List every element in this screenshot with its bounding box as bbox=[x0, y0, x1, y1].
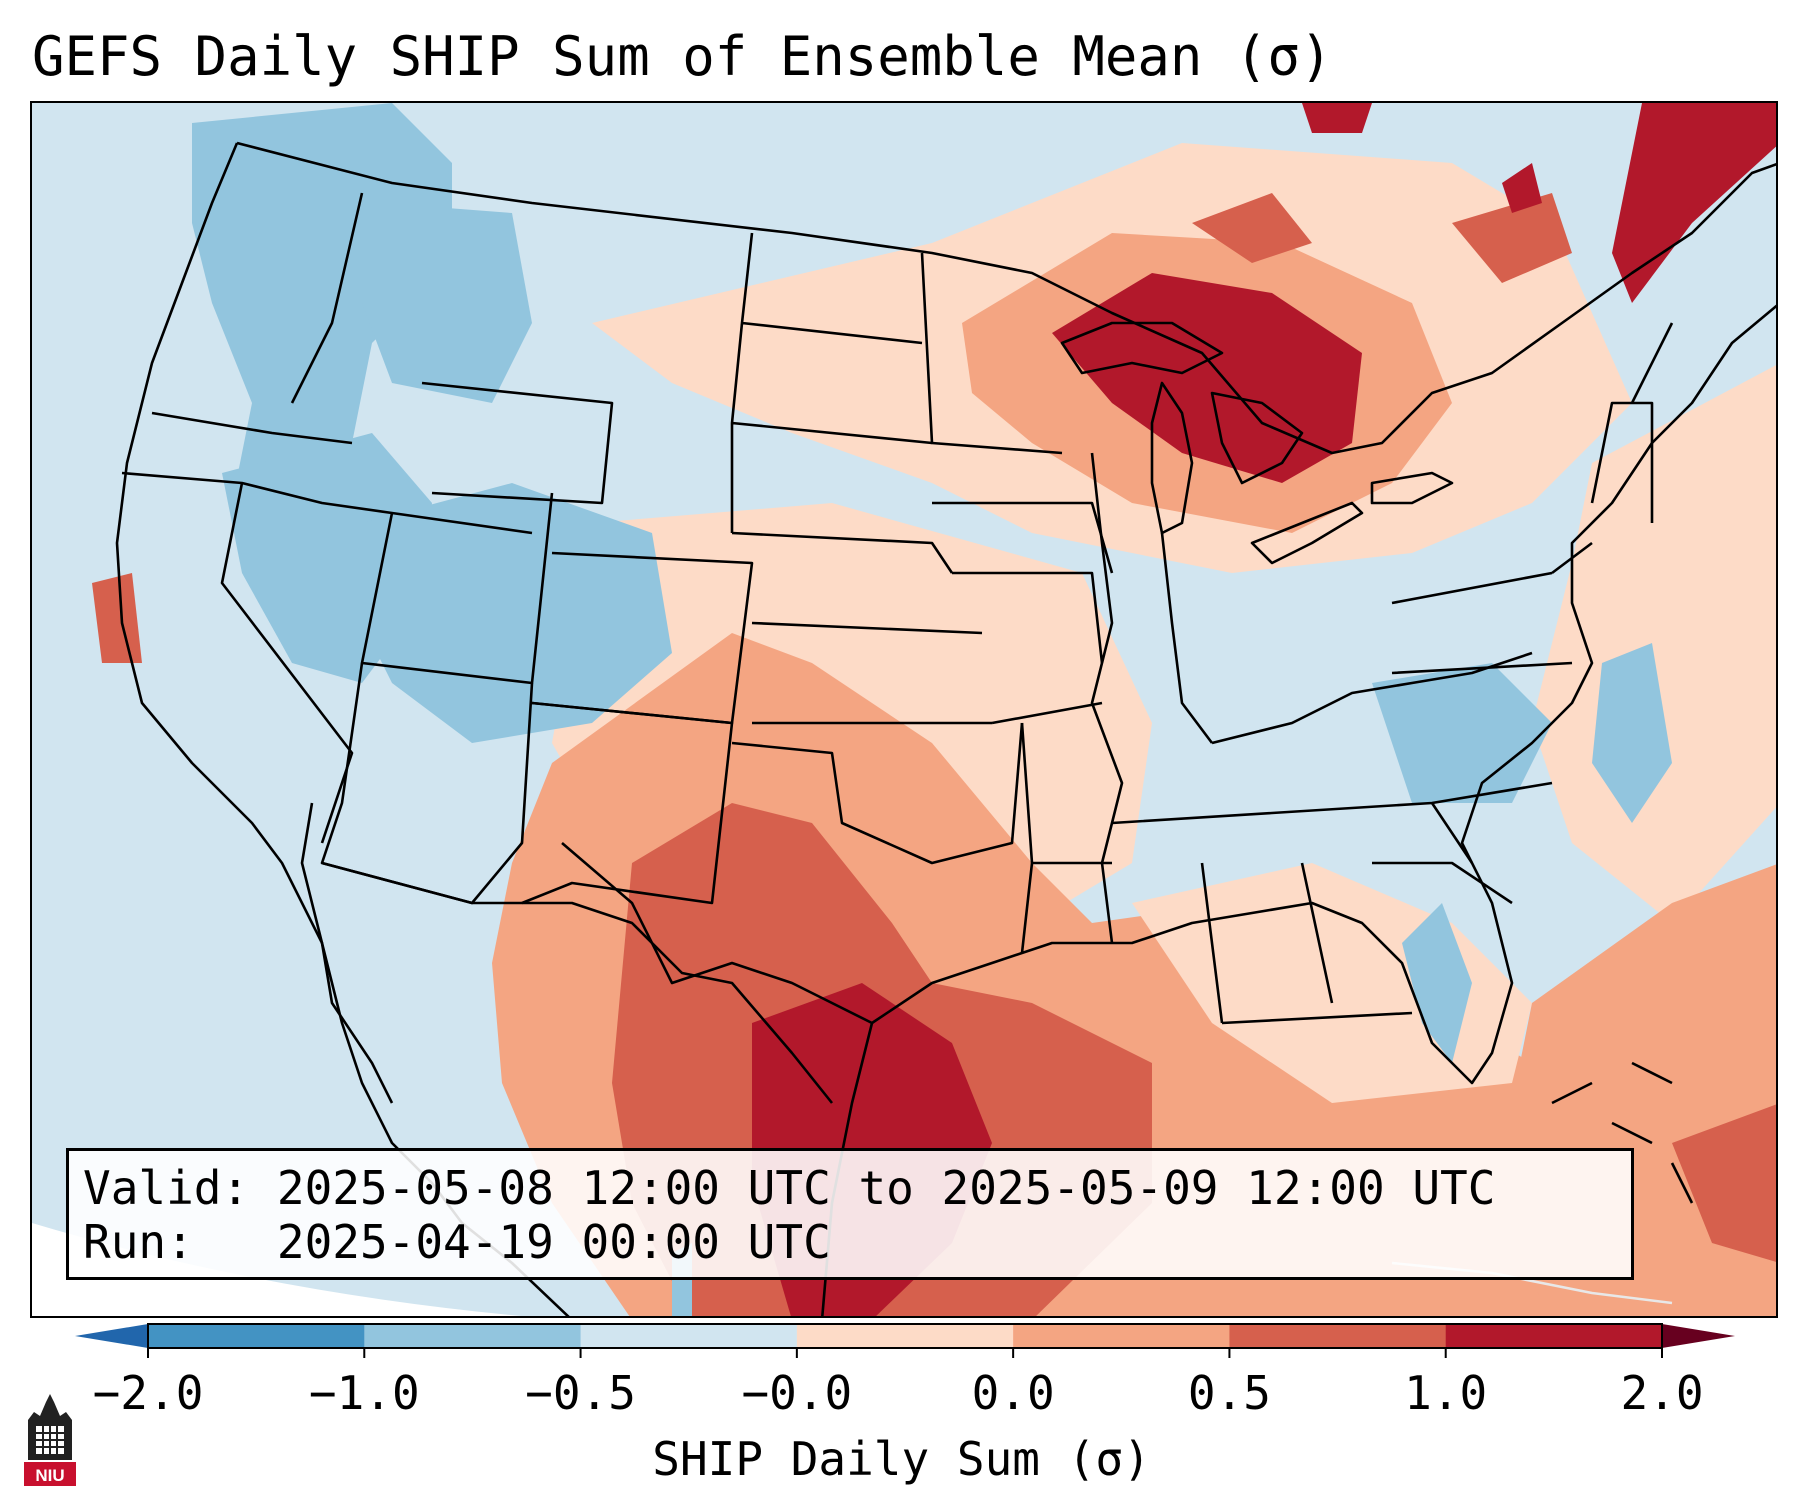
lake-michigan bbox=[1150, 381, 1194, 535]
baja-peninsula bbox=[300, 802, 394, 1104]
anomaly-quebec-strong bbox=[1452, 193, 1572, 283]
state-border-new-england bbox=[1590, 322, 1674, 523]
state-border-nebraska-kansas bbox=[731, 531, 992, 725]
colorbar-segment bbox=[148, 1324, 365, 1348]
lake-ontario bbox=[1370, 471, 1454, 505]
lake-superior bbox=[1060, 321, 1224, 375]
colorbar-tick-label: 0.5 bbox=[1187, 1366, 1271, 1420]
anomaly-california-coast bbox=[92, 573, 142, 663]
anomaly-canada-strong bbox=[1192, 193, 1312, 263]
state-border-dakotas bbox=[730, 232, 933, 533]
state-border-oklahoma-texas bbox=[731, 722, 1024, 865]
colorbar-tick-label: 1.0 bbox=[1404, 1366, 1488, 1420]
run-label: Run: bbox=[83, 1215, 194, 1269]
anomaly-carolinas-negative bbox=[1372, 663, 1552, 803]
us-canada-border bbox=[236, 141, 1776, 455]
state-border-alabama-georgia bbox=[1200, 862, 1413, 1025]
state-border-nevada bbox=[220, 482, 354, 844]
anomaly-great-lakes-strong bbox=[1052, 273, 1362, 483]
colorbar-segment bbox=[1229, 1324, 1447, 1348]
anomaly-atlantic-pink bbox=[1532, 365, 1776, 923]
anomaly-montana-negative bbox=[362, 203, 532, 403]
anomaly-florida-negative bbox=[1402, 903, 1472, 1063]
valid-run-info-box: Valid: 2025-05-08 12:00 UTC to 2025-05-0… bbox=[66, 1148, 1634, 1280]
state-border-arkansas-louisiana bbox=[1020, 722, 1112, 954]
state-border-illinois-indiana bbox=[1160, 532, 1214, 744]
anomaly-bc-strong bbox=[1502, 163, 1542, 213]
state-border-new-mexico bbox=[521, 701, 734, 905]
state-border-or-ca-nv bbox=[121, 471, 533, 535]
state-border-pennsylvania-ny bbox=[1391, 541, 1593, 675]
colorbar-tick-label: 0.0 bbox=[971, 1366, 1055, 1420]
colorbar-over-triangle bbox=[1662, 1324, 1735, 1348]
colorbar-segment bbox=[1013, 1324, 1230, 1348]
gulf-coastline bbox=[561, 304, 1776, 1085]
run-time: 2025-04-19 00:00 UTC bbox=[276, 1215, 831, 1269]
colorbar-segment bbox=[364, 1324, 582, 1348]
anomaly-caribbean-strong bbox=[1672, 1104, 1776, 1262]
anomaly-utah-colorado-negative bbox=[352, 483, 672, 743]
colorbar-under-triangle bbox=[75, 1324, 148, 1348]
state-border-id-mt bbox=[290, 192, 364, 404]
state-border-utah bbox=[360, 492, 554, 685]
anomaly-maritimes-strong bbox=[1612, 103, 1776, 303]
state-border-iowa-missouri bbox=[932, 501, 1114, 725]
niu-logo-text: NIU bbox=[35, 1466, 64, 1485]
colorbar-tick-label: −2.0 bbox=[92, 1366, 204, 1420]
valid-time-range: 2025-05-08 12:00 UTC to 2025-05-09 12:00… bbox=[276, 1161, 1496, 1215]
colorbar-label: SHIP Daily Sum (σ) bbox=[652, 1432, 1151, 1486]
lake-huron bbox=[1210, 391, 1304, 485]
valid-label: Valid: bbox=[83, 1161, 250, 1215]
colorbar bbox=[75, 1323, 1735, 1358]
colorbar-outline bbox=[147, 1323, 1663, 1349]
anomaly-atlantic-negative bbox=[1592, 643, 1672, 823]
state-border-ohio-river bbox=[1211, 651, 1533, 745]
niu-logo: NIU bbox=[24, 1394, 76, 1486]
state-border-wa-or bbox=[151, 411, 353, 445]
colorbar-tick-label: 2.0 bbox=[1620, 1366, 1704, 1420]
mexico-us-border bbox=[321, 861, 834, 1104]
colorbar-segment bbox=[796, 1324, 1014, 1348]
anomaly-hudson-strong bbox=[1302, 103, 1372, 133]
state-border-wyoming bbox=[421, 381, 614, 505]
colorbar-tickmarks bbox=[147, 1348, 1663, 1358]
colorbar-tick-label: −0.5 bbox=[525, 1366, 636, 1420]
map-title: GEFS Daily SHIP Sum of Ensemble Mean (σ) bbox=[32, 25, 1333, 88]
colorbar-segment bbox=[1445, 1324, 1663, 1348]
colorbar-tick-label: −0.0 bbox=[741, 1366, 853, 1420]
colorbar-segment bbox=[580, 1324, 798, 1348]
bahamas-islands bbox=[1551, 1061, 1694, 1204]
colorbar-segments bbox=[148, 1324, 1663, 1348]
state-border-minnesota bbox=[920, 252, 1063, 455]
state-border-carolinas bbox=[1372, 802, 1513, 905]
colorbar-tick-label: −1.0 bbox=[308, 1366, 420, 1420]
lake-erie bbox=[1250, 501, 1364, 565]
